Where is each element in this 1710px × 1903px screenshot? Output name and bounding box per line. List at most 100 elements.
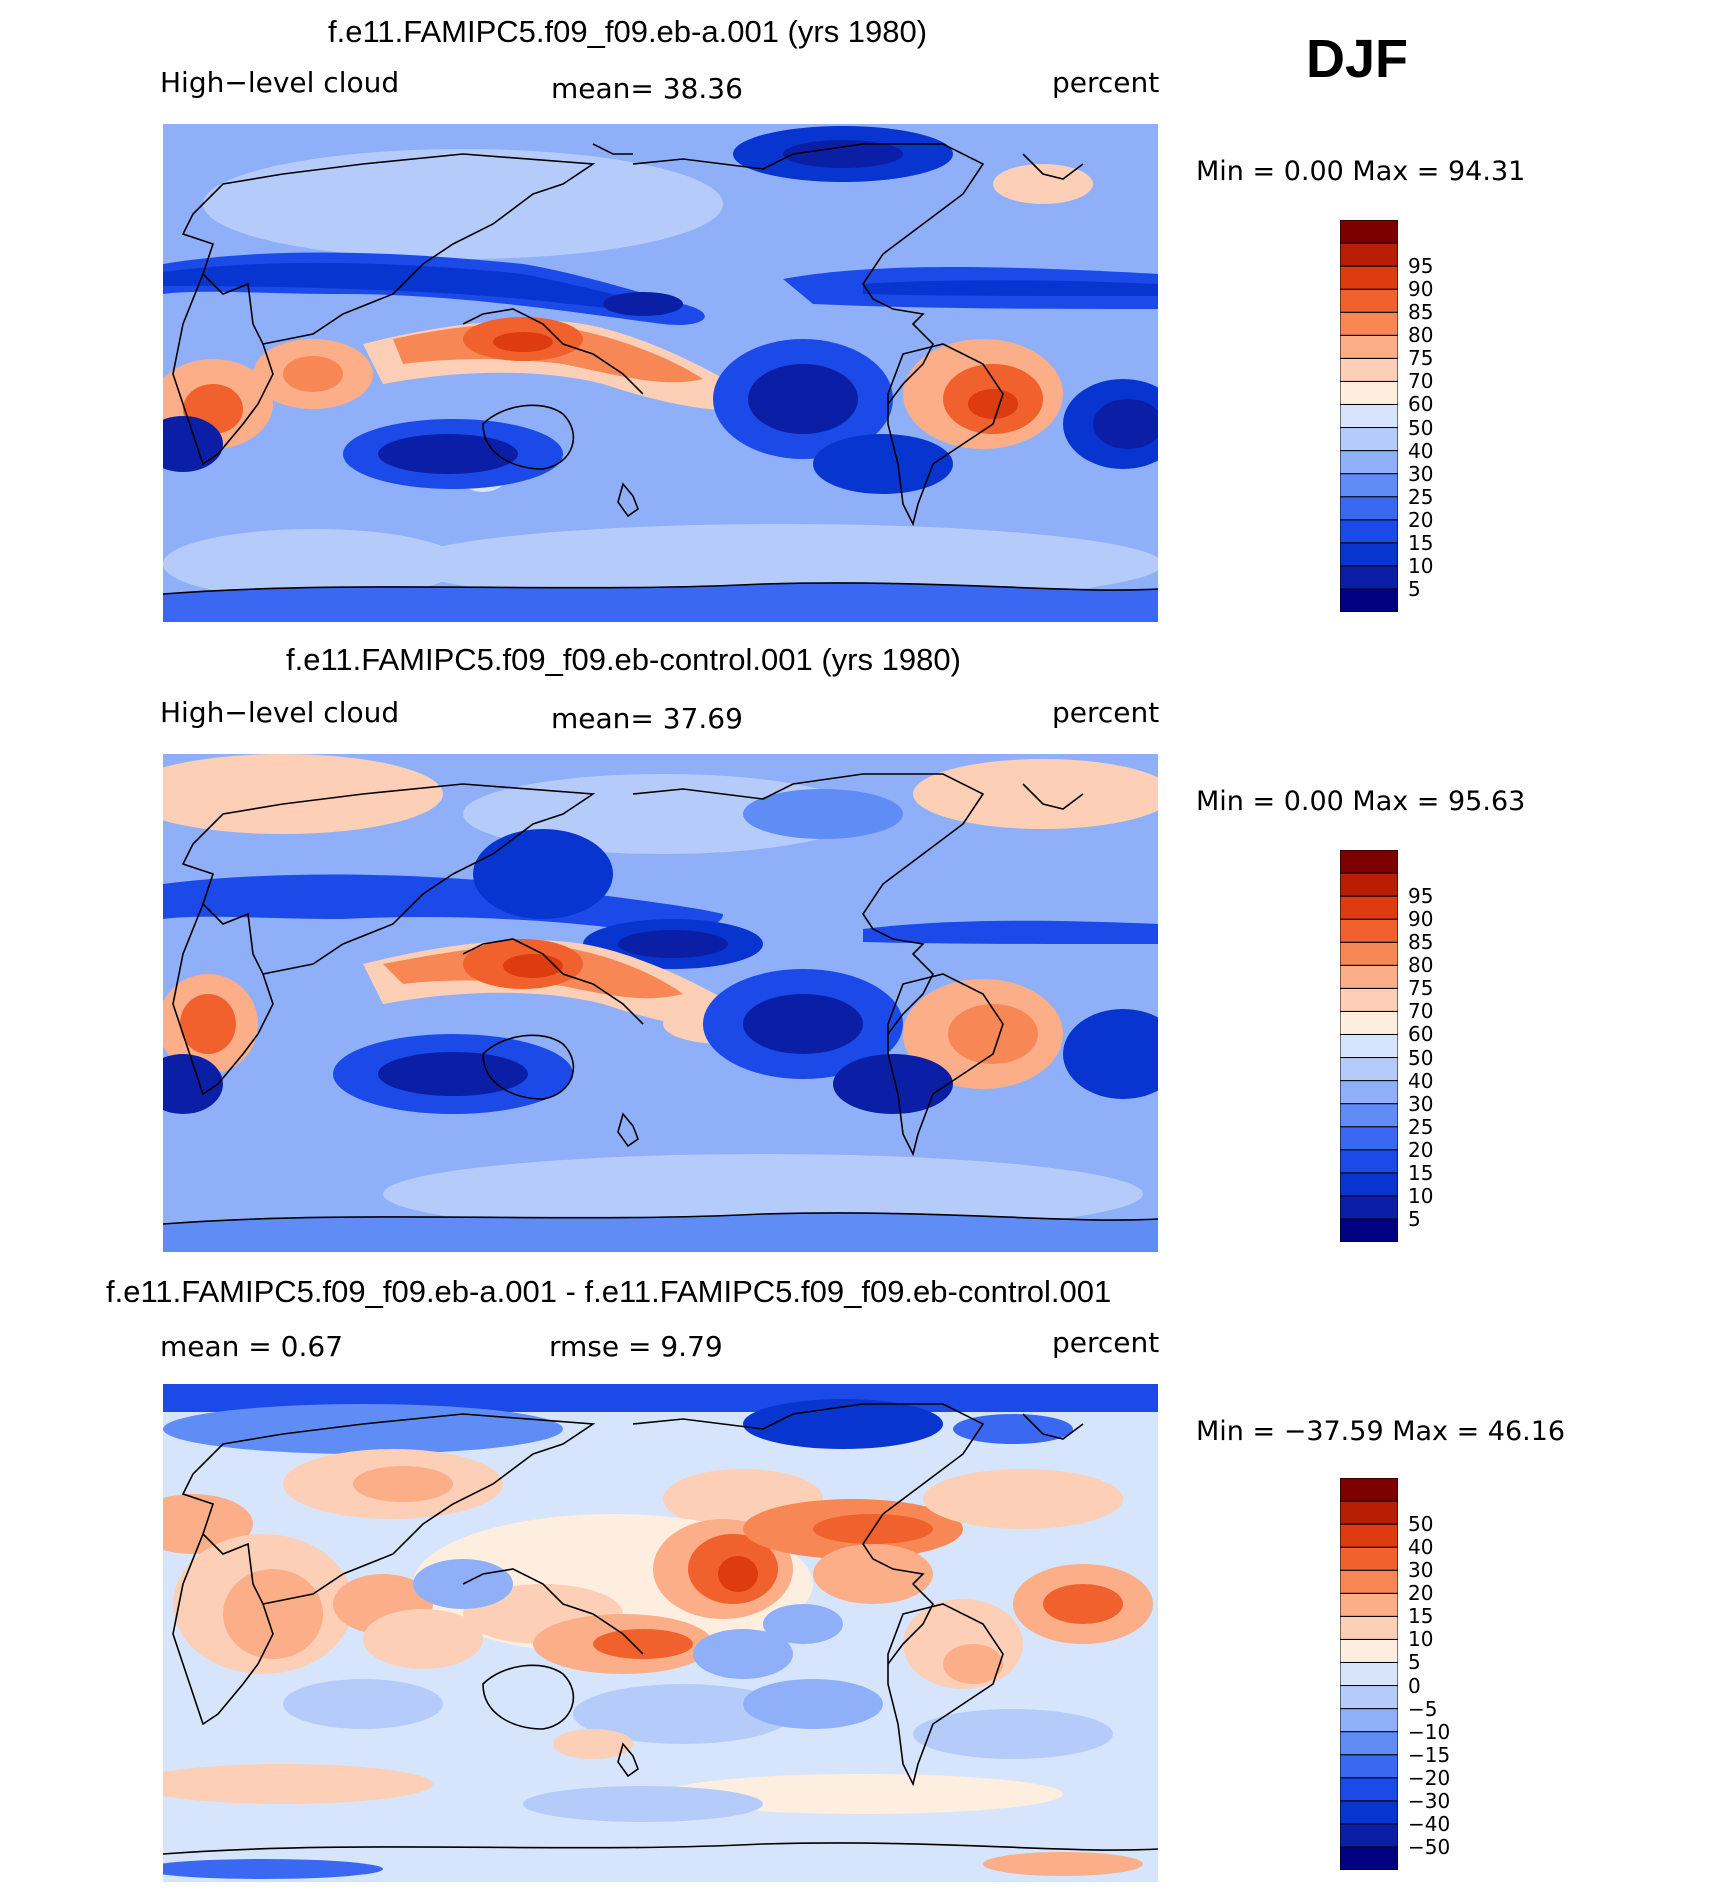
colorbar-tick-label: 90 bbox=[1408, 907, 1434, 932]
colorbar-swatch bbox=[1340, 987, 1398, 1012]
colorbar-swatch bbox=[1340, 220, 1398, 244]
colorbar-swatch bbox=[1340, 380, 1398, 405]
colorbar-tick-label: −15 bbox=[1408, 1742, 1451, 1767]
colorbar-swatch bbox=[1340, 288, 1398, 313]
colorbar-swatch bbox=[1340, 1172, 1398, 1197]
panel1-colorbar bbox=[1340, 220, 1398, 612]
panel2-minmax: Min = 0.00 Max = 95.63 bbox=[1196, 786, 1526, 817]
colorbar-tick-label: 20 bbox=[1408, 1581, 1434, 1606]
colorbar-tick-label: 10 bbox=[1408, 553, 1434, 578]
colorbar-tick-label: 5 bbox=[1408, 1650, 1421, 1675]
colorbar-swatch bbox=[1340, 1010, 1398, 1035]
colorbar-swatch bbox=[1340, 496, 1398, 521]
colorbar-swatch bbox=[1340, 242, 1398, 267]
colorbar-tick-label: −50 bbox=[1408, 1834, 1451, 1859]
panel1-minmax: Min = 0.00 Max = 94.31 bbox=[1196, 156, 1526, 187]
colorbar-swatch bbox=[1340, 403, 1398, 429]
panel2-units: percent bbox=[1052, 696, 1160, 729]
colorbar-tick-label: −40 bbox=[1408, 1811, 1451, 1836]
colorbar-swatch bbox=[1340, 1638, 1398, 1663]
panel2-mean: mean= 37.69 bbox=[551, 702, 743, 735]
colorbar-swatch bbox=[1340, 1195, 1398, 1220]
panel3-mean: mean = 0.67 bbox=[160, 1330, 344, 1363]
colorbar-swatch bbox=[1340, 427, 1398, 452]
colorbar-swatch bbox=[1340, 1846, 1398, 1870]
panel1-colorbar-scale bbox=[1340, 220, 1398, 612]
panel3-colorbar-scale bbox=[1340, 1478, 1398, 1870]
colorbar-tick-label: −10 bbox=[1408, 1719, 1451, 1744]
panel3-colorbar bbox=[1340, 1478, 1398, 1870]
colorbar-swatch bbox=[1340, 334, 1398, 359]
colorbar-swatch bbox=[1340, 1218, 1398, 1242]
colorbar-swatch bbox=[1340, 1103, 1398, 1128]
colorbar-tick-label: 70 bbox=[1408, 369, 1434, 394]
colorbar-swatch bbox=[1340, 1823, 1398, 1848]
colorbar-swatch bbox=[1340, 1080, 1398, 1105]
colorbar-tick-label: 60 bbox=[1408, 392, 1434, 417]
colorbar-tick-label: 30 bbox=[1408, 1091, 1434, 1116]
colorbar-tick-label: 15 bbox=[1408, 530, 1434, 555]
colorbar-swatch bbox=[1340, 1661, 1398, 1687]
colorbar-tick-label: 40 bbox=[1408, 1535, 1434, 1560]
colorbar-tick-label: 80 bbox=[1408, 323, 1434, 348]
panel3-colorbar-labels: −50 −40 −30 −20 −15 −10 −5 0 5 10 15 20 30 40 50 bbox=[1408, 1478, 1488, 1870]
panel3-title: f.e11.FAMIPC5.f09_f09.eb-a.001 - f.e11.F… bbox=[106, 1274, 1112, 1309]
colorbar-swatch bbox=[1340, 1126, 1398, 1151]
panel3-minmax: Min = −37.59 Max = 46.16 bbox=[1196, 1416, 1566, 1447]
colorbar-tick-label: 75 bbox=[1408, 346, 1434, 371]
colorbar-tick-label: 40 bbox=[1408, 438, 1434, 463]
colorbar-tick-label: 15 bbox=[1408, 1160, 1434, 1185]
colorbar-tick-label: 10 bbox=[1408, 1627, 1434, 1652]
colorbar-tick-label: 50 bbox=[1408, 1512, 1434, 1537]
colorbar-swatch bbox=[1340, 1777, 1398, 1802]
panel2-variable: High−level cloud bbox=[160, 696, 400, 729]
colorbar-tick-label: 95 bbox=[1408, 884, 1434, 909]
colorbar-swatch bbox=[1340, 850, 1398, 874]
colorbar-swatch bbox=[1340, 1546, 1398, 1571]
colorbar-swatch bbox=[1340, 1685, 1398, 1710]
colorbar-swatch bbox=[1340, 964, 1398, 989]
colorbar-tick-label: −30 bbox=[1408, 1788, 1451, 1813]
colorbar-tick-label: 80 bbox=[1408, 953, 1434, 978]
colorbar-swatch bbox=[1340, 1523, 1398, 1548]
colorbar-swatch bbox=[1340, 1592, 1398, 1617]
colorbar-swatch bbox=[1340, 357, 1398, 382]
colorbar-swatch bbox=[1340, 1057, 1398, 1082]
colorbar-tick-label: 30 bbox=[1408, 1558, 1434, 1583]
colorbar-tick-label: 50 bbox=[1408, 415, 1434, 440]
colorbar-tick-label: 85 bbox=[1408, 300, 1434, 325]
colorbar-tick-label: 30 bbox=[1408, 461, 1434, 486]
panel3-units: percent bbox=[1052, 1326, 1160, 1359]
colorbar-swatch bbox=[1340, 1149, 1398, 1174]
season-label: DJF bbox=[1306, 29, 1409, 89]
colorbar-swatch bbox=[1340, 311, 1398, 336]
colorbar-tick-label: 0 bbox=[1408, 1673, 1421, 1698]
colorbar-tick-label: 25 bbox=[1408, 484, 1434, 509]
colorbar-swatch bbox=[1340, 918, 1398, 943]
panel2-colorbar-labels: 5 10 15 20 25 30 40 50 60 70 75 80 85 90 95 bbox=[1408, 850, 1488, 1242]
panel2-map bbox=[163, 754, 1158, 1252]
colorbar-swatch bbox=[1340, 1800, 1398, 1825]
colorbar-tick-label: 50 bbox=[1408, 1045, 1434, 1070]
colorbar-swatch bbox=[1340, 1500, 1398, 1525]
colorbar-swatch bbox=[1340, 473, 1398, 498]
panel3-rmse: rmse = 9.79 bbox=[549, 1330, 723, 1363]
colorbar-tick-label: 70 bbox=[1408, 999, 1434, 1024]
panel1-colorbar-labels: 5 10 15 20 25 30 40 50 60 70 75 80 85 90 95 bbox=[1408, 220, 1488, 612]
colorbar-swatch bbox=[1340, 1033, 1398, 1059]
panel2-title: f.e11.FAMIPC5.f09_f09.eb-control.001 (yr… bbox=[286, 642, 961, 677]
colorbar-swatch bbox=[1340, 872, 1398, 897]
colorbar-tick-label: 25 bbox=[1408, 1114, 1434, 1139]
panel1-title: f.e11.FAMIPC5.f09_f09.eb-a.001 (yrs 1980… bbox=[328, 14, 928, 49]
colorbar-swatch bbox=[1340, 1708, 1398, 1733]
colorbar-tick-label: 15 bbox=[1408, 1604, 1434, 1629]
colorbar-swatch bbox=[1340, 519, 1398, 544]
colorbar-tick-label: 20 bbox=[1408, 507, 1434, 532]
colorbar-tick-label: 60 bbox=[1408, 1022, 1434, 1047]
colorbar-tick-label: 95 bbox=[1408, 254, 1434, 279]
panel3-map bbox=[163, 1384, 1158, 1882]
colorbar-swatch bbox=[1340, 1754, 1398, 1779]
panel2-colorbar-scale bbox=[1340, 850, 1398, 1242]
colorbar-swatch bbox=[1340, 265, 1398, 290]
panel1-variable: High−level cloud bbox=[160, 66, 400, 99]
